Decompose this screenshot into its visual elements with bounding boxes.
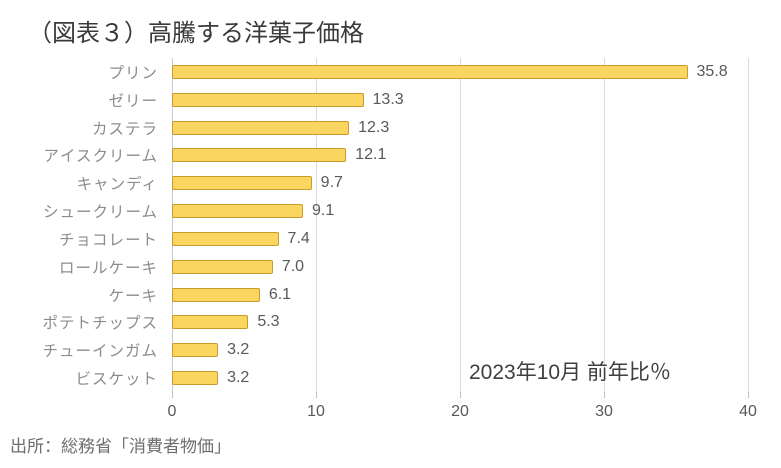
x-tick-label: 20: [451, 403, 469, 420]
value-label: 12.1: [355, 146, 387, 164]
category-label: ポテトチップス: [42, 315, 158, 333]
bar: [172, 148, 347, 163]
bar: [172, 120, 350, 135]
x-tick-label: 40: [739, 403, 757, 420]
bar-track: 12.1: [172, 141, 748, 169]
bar: [172, 371, 219, 386]
bar-track: 9.1: [172, 197, 748, 225]
category-label: カステラ: [91, 120, 158, 138]
bar-track: 35.8: [172, 58, 748, 86]
bar: [172, 92, 364, 107]
bar: [172, 259, 273, 274]
x-tick-label: 0: [167, 403, 177, 420]
gridline: [460, 58, 461, 392]
category-label: プリン: [108, 64, 158, 82]
axis-tick: [460, 392, 461, 398]
y-axis-line: [172, 58, 173, 392]
bar-track: 12.3: [172, 114, 748, 142]
bar: [172, 204, 304, 219]
bar-track: 5.3: [172, 308, 748, 336]
bar: [172, 343, 219, 358]
bar-track: 3.2: [172, 364, 748, 392]
gridline: [748, 58, 749, 392]
value-label: 5.3: [257, 313, 280, 331]
value-label: 7.4: [287, 229, 310, 247]
category-label: シュークリーム: [42, 204, 158, 222]
bar-row: キャンディ 9.7: [0, 169, 781, 197]
bar-row: チューインガム 3.2: [0, 336, 781, 364]
bar-row: ポテトチップス 5.3: [0, 308, 781, 336]
value-label: 6.1: [268, 285, 292, 303]
value-label: 7.0: [281, 257, 305, 275]
value-label: 13.3: [372, 90, 404, 108]
chart-title: （図表３）高騰する洋菓子価格: [28, 20, 364, 47]
bar-row: ゼリー 13.3: [0, 86, 781, 114]
value-label: 9.1: [312, 202, 335, 220]
bar-row: アイスクリーム 12.1: [0, 141, 781, 169]
annotation-label: 2023年10月 前年比％: [469, 361, 671, 384]
gridlines-layer: [172, 58, 749, 398]
bar: [172, 231, 279, 246]
source-note: 出所：総務省「消費者物価」: [10, 437, 231, 456]
bar-track: 9.7: [172, 169, 748, 197]
bar-row: プリン 35.8: [0, 58, 781, 86]
value-label: 9.7: [320, 174, 343, 192]
value-label: 3.2: [227, 341, 250, 359]
axis-tick: [748, 392, 749, 398]
category-label: チューインガム: [42, 343, 158, 361]
bar-track: 6.1: [172, 281, 748, 309]
axis-tick: [316, 392, 317, 398]
bar-row: チョコレート 7.4: [0, 225, 781, 253]
bar-row: ロールケーキ 7.0: [0, 253, 781, 281]
gridline: [604, 58, 605, 392]
value-label: 35.8: [696, 62, 728, 80]
category-label: ケーキ: [108, 287, 158, 305]
category-label: キャンディ: [76, 176, 158, 194]
bar: [172, 176, 312, 191]
bar: [172, 64, 688, 79]
bar-track: 13.3: [172, 86, 748, 114]
bar-rows: プリン 35.8 ゼリー 13.3 カステラ 12.3 アイスクリーム 12.1 キャンディ 9.…: [0, 58, 781, 392]
axis-tick: [604, 392, 605, 398]
bar: [172, 287, 260, 302]
category-label: ゼリー: [108, 92, 158, 110]
category-label: ビスケット: [75, 371, 158, 389]
x-axis: 0 10 20 30 40: [0, 403, 781, 425]
bar-track: 7.0: [172, 253, 748, 281]
axis-tick: [172, 392, 173, 398]
bar: [172, 315, 249, 330]
gridline: [316, 58, 317, 392]
plot-area: プリン 35.8 ゼリー 13.3 カステラ 12.3 アイスクリーム 12.1 キャンディ 9.…: [0, 58, 781, 398]
category-label: チョコレート: [58, 231, 158, 249]
bar-row: カステラ 12.3: [0, 114, 781, 142]
value-label: 12.3: [358, 118, 390, 136]
bar-row: シュークリーム 9.1: [0, 197, 781, 225]
bar-row: ビスケット 3.2: [0, 364, 781, 392]
x-tick-label: 30: [595, 403, 613, 420]
bar-track: 3.2: [172, 336, 748, 364]
bar-row: ケーキ 6.1: [0, 281, 781, 309]
bar-track: 7.4: [172, 225, 748, 253]
category-label: ロールケーキ: [58, 259, 158, 277]
category-label: アイスクリーム: [43, 148, 158, 166]
x-tick-label: 10: [307, 403, 325, 420]
value-label: 3.2: [227, 369, 250, 387]
